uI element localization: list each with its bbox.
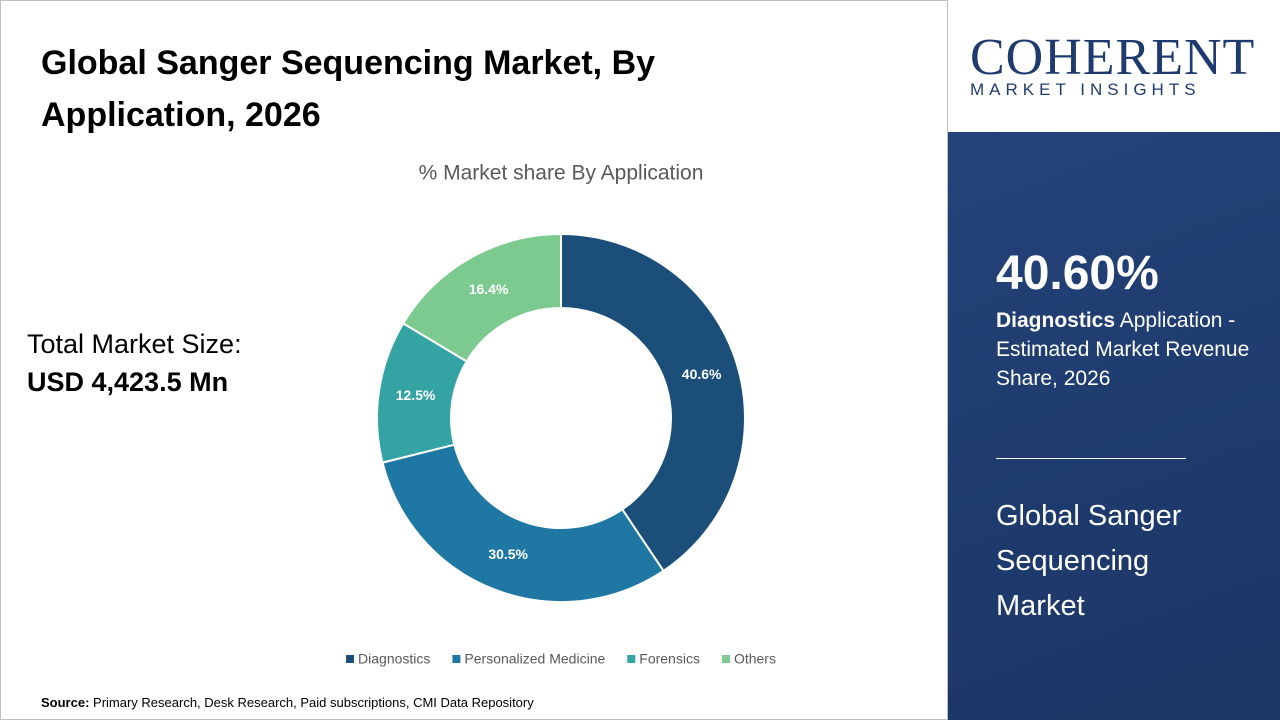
pie-slice [401,232,562,363]
sidebar: 40.60% Diagnostics Application - Estimat… [948,132,1280,720]
market-name: Global Sanger Sequencing Market [996,500,1182,622]
page-title: Global Sanger Sequencing Market, By Appl… [41,44,656,134]
legend-label: Diagnostics [358,651,430,667]
chart-title: % Market share By Application [419,162,704,185]
highlight-segment: Diagnostics [996,309,1116,332]
logo-name: COHERENT [970,29,1256,86]
source-label: Source: [41,695,90,710]
logo: COHERENT MARKET INSIGHTS [948,0,1280,133]
highlight-stat: 40.60% [996,247,1159,300]
legend: Diagnostics Personalized Medicine Forensic… [346,651,776,667]
highlight-description: Diagnostics Application - Estimated Mark… [996,306,1256,393]
legend-label: Others [734,651,776,667]
highlight-text: Application - Estimated Market Revenue S… [996,309,1250,390]
legend-label: Forensics [639,651,700,667]
legend-swatch [452,655,461,663]
source-text: Primary Research, Desk Research, Paid su… [93,695,534,710]
main-panel: % Market share By Application 40.6% 30.5%… [0,0,948,720]
logo-tagline: MARKET INSIGHTS [970,80,1201,99]
market-size-label: Total Market Size: [27,329,242,359]
data-label: 30.5% [488,546,528,562]
data-label: 16.4% [469,281,509,297]
pie-slice [560,232,746,573]
data-label: 40.6% [682,366,722,382]
source: Source: Primary Research, Desk Research,… [41,695,534,710]
market-size: Total Market Size: USD 4,423.5 Mn [27,325,242,401]
legend-label: Personalized Medicine [464,651,605,667]
legend-swatch [346,655,355,663]
pie-slice [381,443,665,603]
legend-swatch [627,655,636,663]
chart: % Market share By Application 40.6% 30.5%… [346,162,776,667]
data-label: 12.5% [396,387,436,403]
legend-swatch [721,655,730,663]
divider [996,458,1186,459]
market-size-value: USD 4,423.5 Mn [27,367,229,397]
